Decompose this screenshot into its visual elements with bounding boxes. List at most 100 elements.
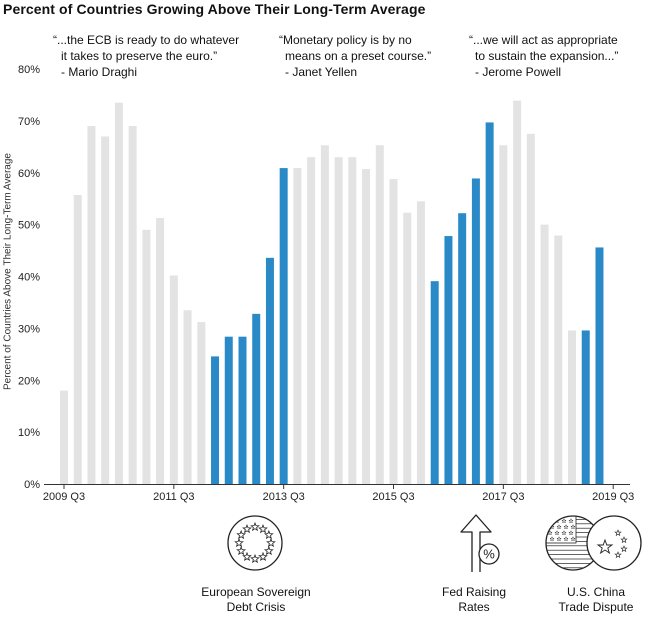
quote-draghi: “...the ECB is ready to do whatever it t… [53, 32, 239, 80]
bar [101, 136, 110, 484]
bar [375, 145, 384, 484]
caption-line: U.S. China [566, 585, 626, 599]
y-tick-label: 80% [18, 64, 40, 76]
quote-line: it takes to preserve the euro.” [61, 49, 218, 63]
bar [362, 169, 371, 484]
bar [238, 336, 247, 484]
x-tick-label: 2011 Q3 [153, 491, 194, 503]
eu-star [234, 537, 244, 548]
eu-star [250, 553, 260, 564]
eu-flag-icon [227, 515, 283, 571]
bar [581, 330, 590, 484]
event-caption-fed: Fed Raising Rates [434, 585, 514, 615]
bar [183, 310, 192, 484]
us-china-flags-icon [545, 515, 642, 571]
quote-line: means on a preset course.” [285, 49, 432, 63]
bar [471, 178, 480, 484]
china-star [614, 529, 622, 537]
bar [430, 281, 439, 484]
caption-line: Rates [458, 600, 490, 614]
us-star [570, 524, 576, 530]
bar [114, 102, 123, 484]
quote-line: “...the ECB is ready to do whatever [53, 33, 240, 47]
us-star [568, 518, 574, 524]
bar [334, 157, 343, 484]
bar [526, 133, 535, 484]
caption-line: Trade Dispute [558, 600, 634, 614]
bar [458, 213, 467, 484]
eu-star [236, 529, 247, 540]
bar [416, 201, 425, 484]
y-tick-label: 10% [18, 427, 40, 439]
us-star [561, 530, 567, 536]
caption-line: Fed Raising [441, 585, 507, 599]
bar [252, 313, 261, 484]
svg-text:%: % [483, 547, 495, 562]
bar [224, 336, 233, 484]
us-stripe [546, 549, 600, 555]
x-tick-label: 2019 Q3 [592, 491, 634, 503]
y-tick-label: 20% [18, 375, 40, 387]
eu-star [263, 529, 274, 540]
bar [348, 157, 357, 484]
bar [60, 390, 68, 485]
bar [554, 235, 563, 484]
quote-line: “Monetary policy is by no [279, 33, 412, 47]
us-stripe [546, 558, 600, 564]
eu-star [242, 524, 252, 534]
x-tick-label: 2015 Q3 [372, 491, 414, 503]
caption-line: Debt Crisis [226, 600, 286, 614]
bar [568, 330, 577, 484]
bar [485, 122, 494, 485]
eu-star [242, 551, 252, 561]
eu-star [263, 545, 274, 556]
arrow-percent-icon: % [460, 514, 500, 572]
us-stripe [546, 567, 600, 570]
event-caption-euro: European Sovereign Debt Crisis [196, 585, 316, 615]
us-star [568, 530, 574, 536]
bar [499, 145, 508, 484]
x-tick-label: 2017 Q3 [482, 491, 524, 503]
bar [87, 126, 96, 484]
bar [73, 195, 82, 484]
quote-author: - Janet Yellen [285, 65, 358, 79]
x-tick-label: 2013 Q3 [263, 491, 305, 503]
bar [595, 247, 604, 484]
quote-powell: “...we will act as appropriate to sustai… [469, 32, 618, 80]
y-tick-label: 70% [18, 116, 40, 128]
bar [142, 229, 151, 484]
bar [169, 275, 178, 484]
eu-star [258, 551, 268, 561]
caption-line: European Sovereign [201, 585, 311, 599]
quote-author: - Mario Draghi [61, 65, 138, 79]
bar [307, 157, 316, 484]
bar [197, 322, 206, 484]
chart-title: Percent of Countries Growing Above Their… [3, 1, 426, 17]
bar [540, 224, 549, 485]
bar [128, 126, 137, 484]
quote-author: - Jerome Powell [475, 65, 562, 79]
bar [389, 178, 398, 485]
quote-line: “...we will act as appropriate [469, 33, 618, 47]
quote-line: to sustain the expansion...” [475, 49, 619, 63]
eu-star [266, 537, 276, 548]
bar [320, 145, 329, 484]
china-star [620, 545, 628, 553]
bar [444, 236, 453, 484]
bar [156, 217, 165, 484]
china-star [614, 551, 622, 559]
bar [513, 100, 522, 484]
us-star [556, 536, 562, 542]
quote-yellen: “Monetary policy is by no means on a pre… [279, 32, 431, 80]
y-tick-label: 40% [18, 272, 40, 284]
y-tick-label: 50% [18, 220, 40, 232]
bar [211, 356, 220, 484]
eu-star [258, 524, 268, 534]
us-star [561, 518, 567, 524]
bar [265, 257, 274, 484]
us-star [570, 536, 576, 542]
event-caption-trade: U.S. China Trade Dispute [552, 585, 640, 615]
us-star [556, 524, 562, 530]
us-star [554, 530, 560, 536]
y-tick-label: 60% [18, 168, 40, 180]
